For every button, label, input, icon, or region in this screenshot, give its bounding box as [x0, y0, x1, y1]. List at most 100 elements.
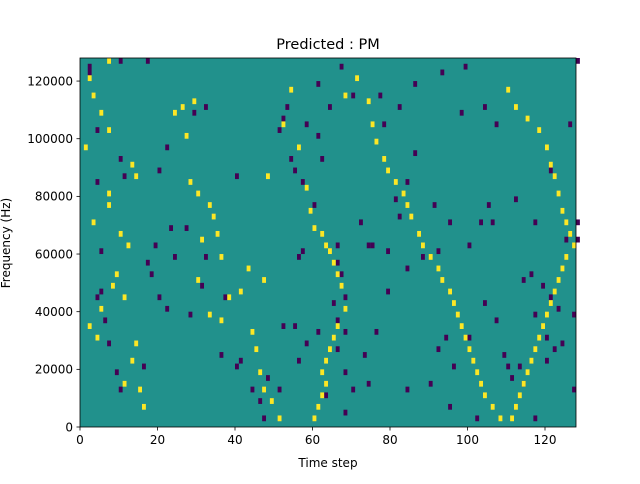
heatmap-cell-high — [517, 392, 522, 399]
heatmap-cell-low — [393, 196, 398, 203]
heatmap-cell-low — [262, 415, 267, 422]
heatmap-cell-high — [180, 104, 185, 110]
heatmap-cell-high — [91, 219, 96, 226]
heatmap-cell-high — [250, 328, 255, 335]
heatmap-cell-high — [382, 156, 387, 162]
heatmap-cell-high — [95, 334, 100, 341]
heatmap-cell-low — [560, 340, 565, 347]
heatmap-cell-high — [452, 300, 456, 306]
heatmap-cell-low — [281, 323, 286, 329]
heatmap-cell-high — [328, 346, 332, 353]
heatmap-cell-low — [548, 294, 553, 301]
heatmap-cell-high — [207, 202, 212, 208]
heatmap-cell-low — [568, 121, 573, 128]
heatmap-cell-high — [188, 179, 193, 185]
heatmap-cell-low — [95, 179, 100, 185]
heatmap-cell-high — [219, 317, 224, 324]
heatmap-cell-high — [122, 380, 127, 387]
heatmap-cell-low — [169, 225, 174, 231]
heatmap-cell-high — [138, 386, 143, 393]
heatmap-cell-low — [541, 282, 546, 289]
heatmap-cell-high — [107, 202, 112, 208]
heatmap-cell-low — [533, 311, 538, 318]
heatmap-cell-high — [405, 202, 410, 208]
heatmap-cell-low — [374, 328, 379, 335]
heatmap-cell-low — [397, 104, 402, 110]
heatmap-cell-high — [312, 225, 317, 231]
heatmap-cell-high — [134, 340, 139, 347]
heatmap-cell-low — [300, 179, 305, 185]
heatmap-cell-low — [556, 305, 561, 312]
heatmap-cell-high — [564, 219, 569, 226]
heatmap-cell-high — [192, 98, 197, 105]
heatmap-cell-low — [145, 58, 150, 64]
heatmap-cell-low — [277, 127, 282, 133]
heatmap-cell-low — [382, 121, 387, 128]
heatmap-cell-high — [122, 294, 127, 301]
heatmap-cell-high — [498, 415, 503, 422]
heatmap-cell-low — [316, 328, 321, 335]
heatmap-cell-high — [417, 230, 422, 237]
heatmap-cell-low — [483, 300, 487, 306]
x-tick-label: 40 — [227, 433, 242, 447]
heatmap-cell-high — [99, 109, 104, 116]
heatmap-cell-high — [107, 58, 112, 64]
heatmap-cell-low — [459, 109, 464, 116]
heatmap-cell-low — [107, 340, 112, 347]
x-axis: 0 20 40 60 80 100 120 — [76, 427, 556, 447]
heatmap-cell-low — [339, 271, 344, 278]
heatmap-cell-low — [192, 109, 197, 116]
heatmap-cell-low — [440, 69, 445, 76]
heatmap-cell-high — [111, 282, 115, 289]
heatmap-cell-low — [370, 242, 375, 249]
y-tick-label: 20000 — [35, 363, 73, 377]
heatmap-cell-high — [118, 230, 123, 237]
plot-area — [79, 57, 580, 428]
y-tick-label: 0 — [65, 420, 73, 434]
heatmap-cell-low — [362, 352, 367, 358]
heatmap-cell-low — [428, 380, 433, 387]
heatmap-cell-low — [444, 334, 449, 341]
heatmap-cell-high — [246, 265, 251, 272]
heatmap-cell-low — [118, 58, 123, 64]
heatmap-cell-high — [211, 213, 216, 220]
heatmap-cell-high — [448, 288, 453, 295]
heatmap-cell-high — [386, 167, 391, 174]
heatmap-cell-high — [114, 271, 119, 278]
heatmap-cell-low — [87, 63, 92, 70]
heatmap-cell-high — [200, 236, 205, 243]
heatmap-cell-high — [320, 392, 325, 399]
heatmap-cell-low — [463, 63, 468, 70]
heatmap-cell-low — [145, 259, 150, 266]
heatmap-cell-high — [483, 392, 487, 399]
heatmap-cell-low — [413, 81, 418, 87]
heatmap-cell-high — [521, 380, 526, 387]
heatmap-cell-high — [514, 104, 518, 110]
heatmap-cell-high — [370, 121, 375, 128]
heatmap-cell-low — [293, 323, 298, 329]
heatmap-cell-high — [560, 265, 565, 272]
heatmap-cell-high — [545, 311, 549, 318]
heatmap-cell-high — [467, 346, 472, 353]
heatmap-cell-low — [545, 357, 549, 364]
heatmap-cell-high — [297, 144, 301, 151]
heatmap-cell-high — [184, 132, 189, 139]
heatmap-cell-high — [552, 173, 557, 180]
heatmap-cell-low — [339, 63, 344, 70]
heatmap-cell-high — [207, 311, 212, 318]
heatmap-cell-high — [312, 415, 317, 422]
heatmap-cell-high — [227, 294, 232, 301]
heatmap-cell-high — [331, 259, 336, 266]
heatmap-cell-low — [467, 334, 472, 341]
heatmap-cell-low — [576, 58, 580, 64]
heatmap-cell-high — [83, 144, 88, 151]
heatmap-cell-high — [490, 403, 495, 410]
heatmap-cell-high — [440, 277, 445, 283]
heatmap-cell-high — [266, 173, 270, 180]
heatmap-cell-low — [436, 248, 441, 255]
heatmap-cell-high — [401, 190, 406, 197]
heatmap-cell-high — [308, 207, 313, 214]
heatmap-cell-low — [366, 380, 371, 387]
chart-title: Predicted : PM — [276, 37, 379, 53]
heatmap-cell-low — [576, 236, 580, 243]
